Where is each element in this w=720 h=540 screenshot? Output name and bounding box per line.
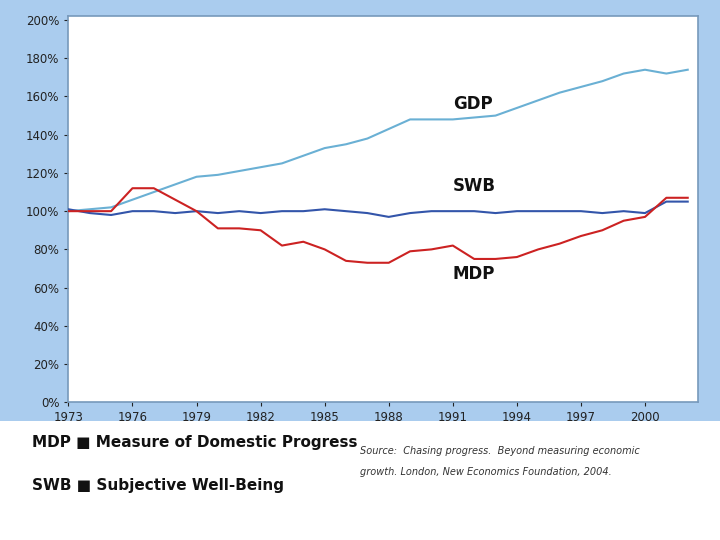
Text: SWB ■ Subjective Well-Being: SWB ■ Subjective Well-Being: [32, 478, 284, 493]
Text: Source:  Chasing progress.  Beyond measuring economic: Source: Chasing progress. Beyond measuri…: [360, 446, 640, 456]
Text: MDP: MDP: [453, 265, 495, 284]
Text: MDP ■ Measure of Domestic Progress: MDP ■ Measure of Domestic Progress: [32, 435, 358, 450]
Text: GDP: GDP: [453, 95, 492, 113]
Text: growth. London, New Economics Foundation, 2004.: growth. London, New Economics Foundation…: [360, 467, 612, 477]
Text: SWB: SWB: [453, 177, 496, 195]
